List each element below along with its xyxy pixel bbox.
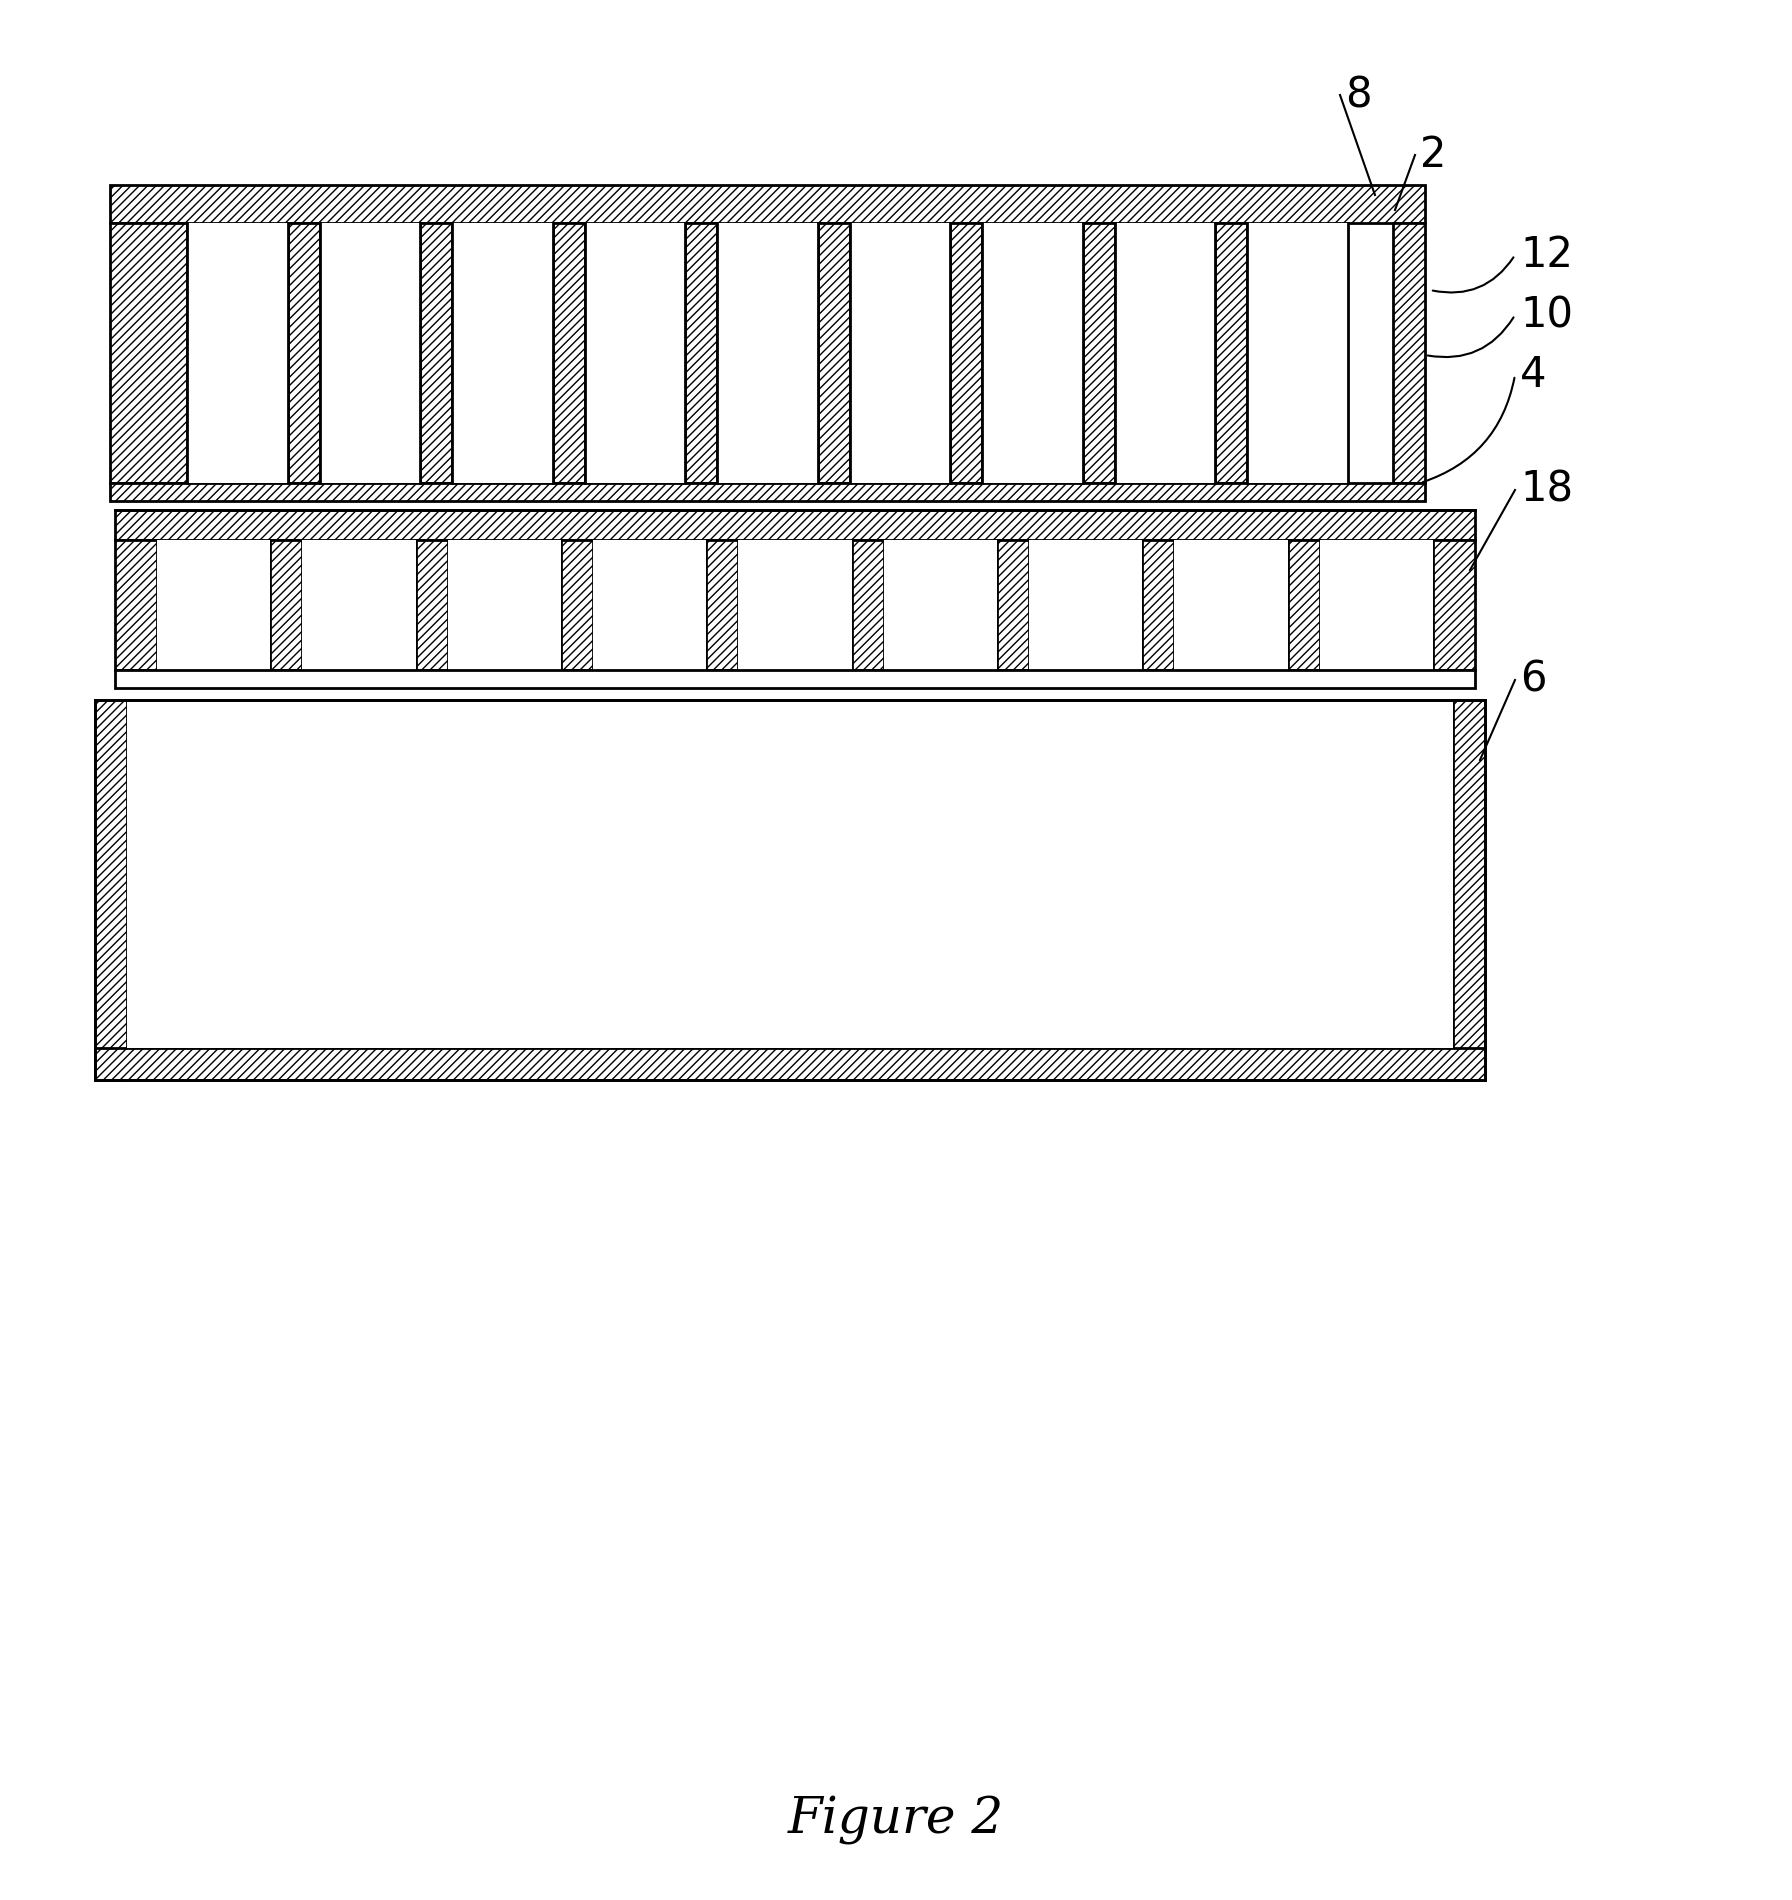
Bar	[1082, 222, 1115, 483]
Bar	[109, 184, 1425, 222]
Bar	[115, 671, 1475, 688]
Bar	[996, 540, 1029, 671]
Bar	[849, 222, 950, 483]
Bar	[851, 540, 883, 671]
Bar	[95, 699, 127, 1079]
Bar	[706, 540, 738, 671]
Bar	[817, 222, 849, 483]
Text: 12: 12	[1520, 234, 1573, 276]
Bar	[287, 222, 319, 483]
Text: 18: 18	[1520, 469, 1573, 511]
Text: 10: 10	[1520, 294, 1573, 336]
Bar	[115, 540, 158, 671]
Bar	[685, 222, 717, 483]
Bar	[419, 222, 452, 483]
Bar	[452, 222, 552, 483]
Bar	[1392, 222, 1425, 483]
Bar	[109, 483, 1425, 502]
Bar	[738, 540, 851, 671]
Bar	[1142, 540, 1174, 671]
Bar	[1319, 540, 1434, 671]
Bar	[561, 540, 593, 671]
Bar	[127, 699, 1453, 1049]
Text: 2: 2	[1419, 135, 1446, 177]
Bar	[109, 222, 186, 483]
Bar	[1434, 540, 1475, 671]
Text: 6: 6	[1520, 659, 1546, 701]
Bar	[552, 222, 584, 483]
Bar	[1174, 540, 1288, 671]
Bar	[584, 222, 685, 483]
Bar	[1288, 540, 1319, 671]
Bar	[319, 222, 419, 483]
Bar	[95, 699, 1486, 1079]
Bar	[717, 222, 817, 483]
Text: 4: 4	[1520, 353, 1546, 395]
Bar	[982, 222, 1082, 483]
Bar	[883, 540, 996, 671]
Bar	[1115, 222, 1215, 483]
Bar	[95, 1049, 1486, 1079]
Bar	[1247, 222, 1348, 483]
Bar	[1215, 222, 1247, 483]
Bar	[1029, 540, 1142, 671]
Bar	[186, 222, 287, 483]
Bar	[448, 540, 561, 671]
Bar	[593, 540, 706, 671]
Bar	[115, 509, 1475, 540]
Bar	[416, 540, 448, 671]
Bar	[950, 222, 982, 483]
Bar	[1453, 699, 1486, 1079]
Bar	[158, 540, 271, 671]
Bar	[303, 540, 416, 671]
Bar	[271, 540, 303, 671]
Text: Figure 2: Figure 2	[788, 1796, 1004, 1845]
Text: 8: 8	[1346, 74, 1371, 116]
